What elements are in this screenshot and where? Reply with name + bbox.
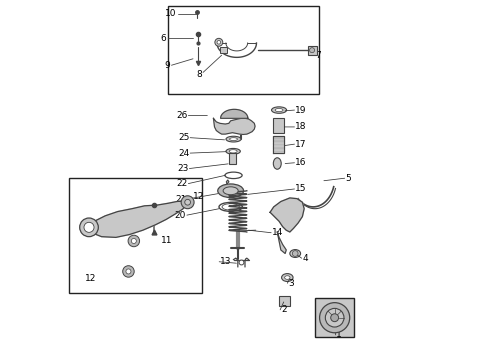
Circle shape bbox=[131, 238, 136, 243]
Text: 1: 1 bbox=[337, 330, 342, 339]
Ellipse shape bbox=[275, 108, 283, 112]
Ellipse shape bbox=[223, 187, 238, 195]
Polygon shape bbox=[220, 109, 248, 118]
Ellipse shape bbox=[285, 276, 290, 279]
Bar bbox=[315, 298, 354, 337]
Text: 11: 11 bbox=[161, 237, 172, 246]
Polygon shape bbox=[277, 232, 286, 253]
Polygon shape bbox=[87, 201, 188, 237]
Text: 12: 12 bbox=[85, 274, 96, 283]
Text: 8: 8 bbox=[196, 70, 202, 79]
Bar bbox=[168, 6, 318, 94]
Text: 13: 13 bbox=[220, 257, 231, 266]
Text: 14: 14 bbox=[272, 228, 283, 237]
Text: 25: 25 bbox=[178, 133, 190, 142]
Polygon shape bbox=[231, 174, 236, 176]
Circle shape bbox=[331, 314, 339, 321]
Ellipse shape bbox=[282, 274, 293, 282]
Circle shape bbox=[80, 218, 98, 237]
Polygon shape bbox=[273, 136, 284, 138]
Polygon shape bbox=[273, 139, 284, 141]
Ellipse shape bbox=[226, 136, 241, 142]
Bar bbox=[220, 47, 227, 53]
Text: 10: 10 bbox=[165, 9, 176, 18]
Circle shape bbox=[310, 48, 315, 53]
Circle shape bbox=[128, 235, 140, 247]
Circle shape bbox=[185, 199, 191, 205]
Polygon shape bbox=[214, 118, 255, 134]
Text: 15: 15 bbox=[295, 184, 307, 193]
Text: 22: 22 bbox=[176, 179, 188, 188]
Ellipse shape bbox=[226, 148, 240, 154]
Polygon shape bbox=[273, 141, 284, 143]
Text: 21: 21 bbox=[175, 194, 187, 203]
Ellipse shape bbox=[290, 249, 300, 257]
Polygon shape bbox=[273, 150, 284, 152]
Ellipse shape bbox=[273, 158, 281, 169]
Circle shape bbox=[215, 39, 223, 46]
Text: 12: 12 bbox=[193, 192, 204, 201]
Text: 2: 2 bbox=[281, 305, 287, 314]
Circle shape bbox=[319, 303, 350, 333]
Polygon shape bbox=[273, 138, 284, 139]
Text: 4: 4 bbox=[302, 254, 308, 263]
Polygon shape bbox=[273, 146, 284, 148]
Ellipse shape bbox=[230, 138, 238, 140]
Text: 3: 3 bbox=[288, 279, 294, 288]
Bar bbox=[279, 296, 290, 306]
Circle shape bbox=[293, 251, 298, 256]
Text: 12: 12 bbox=[83, 229, 95, 238]
Polygon shape bbox=[270, 198, 304, 232]
Text: 7: 7 bbox=[315, 51, 320, 60]
Circle shape bbox=[325, 309, 344, 327]
Ellipse shape bbox=[218, 184, 244, 198]
Bar bbox=[69, 178, 202, 293]
Polygon shape bbox=[273, 152, 284, 153]
Text: 6: 6 bbox=[160, 34, 166, 43]
Text: 24: 24 bbox=[178, 149, 190, 158]
Text: 18: 18 bbox=[295, 122, 307, 131]
Polygon shape bbox=[273, 143, 284, 144]
Ellipse shape bbox=[271, 107, 287, 113]
Text: 23: 23 bbox=[177, 164, 189, 173]
Text: 5: 5 bbox=[345, 174, 351, 183]
Polygon shape bbox=[273, 148, 284, 150]
Text: 19: 19 bbox=[295, 105, 307, 114]
Bar bbox=[273, 118, 284, 134]
Ellipse shape bbox=[229, 150, 237, 153]
Bar bbox=[229, 153, 236, 163]
Text: 26: 26 bbox=[176, 111, 188, 120]
Circle shape bbox=[181, 196, 194, 209]
Polygon shape bbox=[226, 180, 229, 184]
Text: 16: 16 bbox=[295, 158, 307, 167]
Text: 17: 17 bbox=[295, 140, 307, 149]
Circle shape bbox=[126, 269, 131, 274]
Text: 9: 9 bbox=[164, 61, 170, 70]
Text: 20: 20 bbox=[175, 211, 186, 220]
Circle shape bbox=[217, 41, 220, 44]
Polygon shape bbox=[273, 144, 284, 146]
Bar bbox=[308, 45, 317, 55]
Circle shape bbox=[84, 222, 94, 232]
Circle shape bbox=[122, 266, 134, 277]
